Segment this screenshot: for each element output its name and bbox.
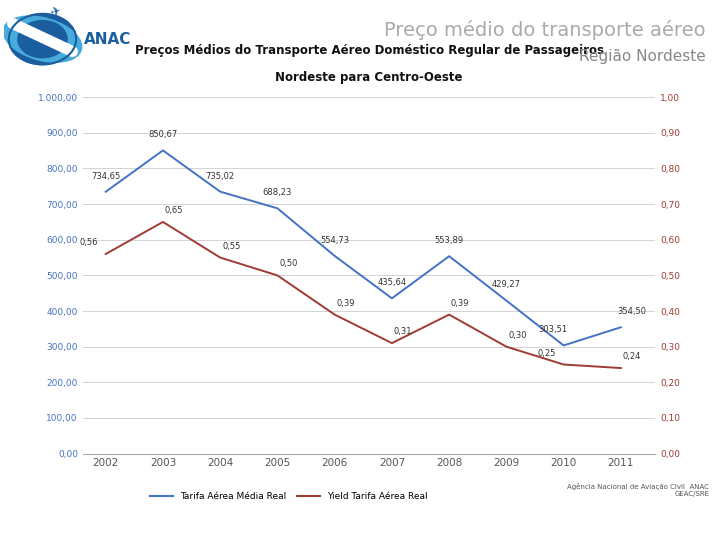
Text: 303,51: 303,51 bbox=[538, 325, 567, 334]
Text: Nordeste para Centro-Oeste: Nordeste para Centro-Oeste bbox=[275, 71, 463, 84]
Text: 0,39: 0,39 bbox=[451, 299, 469, 308]
Text: 429,27: 429,27 bbox=[492, 280, 521, 289]
Text: 0,50: 0,50 bbox=[279, 259, 297, 268]
Ellipse shape bbox=[18, 21, 67, 58]
Ellipse shape bbox=[9, 14, 76, 64]
Text: Agência Nacional de Aviação Civil  ANAC
GEAC/SRE: Agência Nacional de Aviação Civil ANAC G… bbox=[567, 483, 709, 497]
Text: ANAC: ANAC bbox=[84, 32, 131, 46]
Text: 735,02: 735,02 bbox=[206, 172, 235, 180]
Text: 435,64: 435,64 bbox=[377, 278, 407, 287]
Ellipse shape bbox=[4, 16, 81, 62]
Text: Preço médio do transporte aéreo: Preço médio do transporte aéreo bbox=[384, 19, 706, 40]
Text: 0,55: 0,55 bbox=[222, 241, 240, 251]
Legend: Tarifa Aérea Média Real, Yield Tarifa Aérea Real: Tarifa Aérea Média Real, Yield Tarifa Aé… bbox=[147, 488, 431, 504]
Text: 554,73: 554,73 bbox=[320, 236, 349, 245]
Text: 0,24: 0,24 bbox=[623, 352, 641, 361]
Text: 0,31: 0,31 bbox=[394, 327, 413, 336]
Text: 688,23: 688,23 bbox=[263, 188, 292, 197]
Text: 850,67: 850,67 bbox=[148, 130, 178, 139]
Text: 734,65: 734,65 bbox=[91, 172, 120, 181]
FancyArrowPatch shape bbox=[12, 23, 73, 51]
Text: 354,50: 354,50 bbox=[618, 307, 647, 316]
Text: 0,25: 0,25 bbox=[538, 348, 556, 357]
Text: 553,89: 553,89 bbox=[435, 236, 464, 245]
Text: 0,65: 0,65 bbox=[165, 206, 184, 215]
Text: ✈: ✈ bbox=[49, 4, 62, 20]
Text: Região Nordeste: Região Nordeste bbox=[579, 49, 706, 64]
Text: Preços Médios do Transporte Aéreo Doméstico Regular de Passageiros: Preços Médios do Transporte Aéreo Domést… bbox=[135, 44, 603, 57]
Text: 0,56: 0,56 bbox=[80, 238, 98, 247]
Text: 0,39: 0,39 bbox=[336, 299, 355, 308]
Text: SUPERINTENDÊNCIA DE REGULAÇÃO ECONÔMICA E ACOMPANHAMENTO DE MERCADO: SUPERINTENDÊNCIA DE REGULAÇÃO ECONÔMICA … bbox=[110, 514, 610, 526]
Text: 0,30: 0,30 bbox=[508, 330, 527, 340]
